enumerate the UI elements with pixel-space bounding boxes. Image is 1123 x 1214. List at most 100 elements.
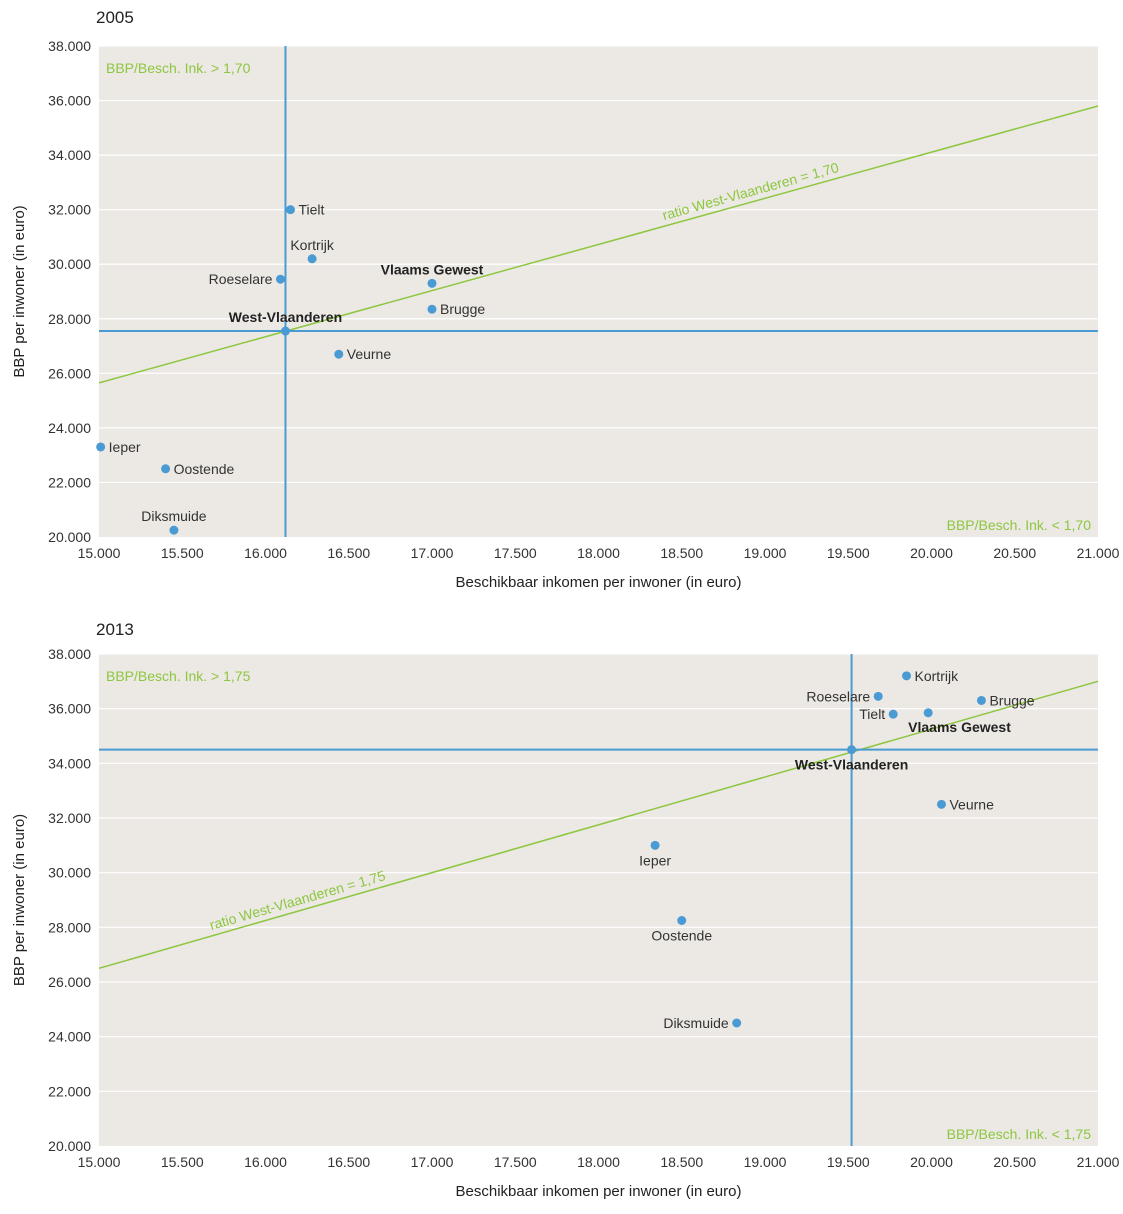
x-tick-label: 15.000: [78, 1154, 121, 1170]
region-label-upper: BBP/Besch. Ink. > 1,70: [106, 60, 251, 76]
point-label: Kortrijk: [915, 668, 960, 684]
y-tick-label: 30.000: [48, 256, 91, 272]
region-label-lower: BBP/Besch. Ink. < 1,75: [947, 1126, 1092, 1142]
x-tick-label: 17.000: [411, 1154, 454, 1170]
x-tick-label: 20.000: [910, 545, 953, 561]
data-point: [976, 695, 986, 705]
data-point: [650, 840, 660, 850]
point-label: Kortrijk: [290, 237, 335, 253]
y-tick-label: 36.000: [48, 701, 91, 717]
y-tick-label: 34.000: [48, 755, 91, 771]
plot-background: [99, 46, 1098, 537]
x-tick-label: 15.500: [161, 1154, 204, 1170]
x-axis-label: Beschikbaar inkomen per inwoner (in euro…: [456, 1183, 742, 1200]
y-axis-label: BBP per inwoner (in euro): [11, 205, 28, 377]
data-point: [275, 274, 285, 284]
data-point: [847, 745, 857, 755]
data-point: [888, 709, 898, 719]
x-tick-label: 17.500: [494, 545, 537, 561]
data-point: [427, 304, 437, 314]
x-tick-label: 20.500: [993, 545, 1036, 561]
y-tick-label: 28.000: [48, 919, 91, 935]
point-label: Brugge: [440, 301, 485, 317]
x-tick-label: 18.500: [660, 1154, 703, 1170]
x-tick-label: 16.500: [327, 545, 370, 561]
x-tick-label: 19.500: [827, 545, 870, 561]
y-tick-label: 20.000: [48, 1138, 91, 1154]
x-tick-label: 19.000: [744, 1154, 787, 1170]
point-label: Vlaams Gewest: [381, 261, 484, 277]
y-tick-label: 20.000: [48, 529, 91, 545]
scatter-plot-2013: 20.000 22.000 24.000 26.000 28.000 30.000 32.0…: [11, 646, 1120, 1200]
y-tick-label: 26.000: [48, 365, 91, 381]
chart-title: 2013: [96, 620, 134, 639]
chart-2005: 2005 20.000 22.000 24.000 26.000 28.000 30.00…: [11, 8, 1120, 591]
point-label: Ieper: [639, 852, 671, 868]
y-tick-label: 30.000: [48, 865, 91, 881]
plot-background: [99, 654, 1098, 1146]
data-point: [677, 916, 687, 925]
y-tick-label: 34.000: [48, 147, 91, 163]
region-label-lower: BBP/Besch. Ink. < 1,70: [947, 517, 1092, 533]
x-tick-label: 16.000: [244, 545, 287, 561]
point-label: Roeselare: [806, 688, 870, 704]
data-point: [161, 464, 171, 474]
y-tick-label: 38.000: [48, 646, 91, 662]
x-tick-label: 19.500: [827, 1154, 870, 1170]
point-label: West-Vlaanderen: [795, 757, 908, 773]
y-tick-label: 32.000: [48, 810, 91, 826]
point-label: Veurne: [347, 346, 392, 362]
x-tick-label: 18.500: [660, 545, 703, 561]
y-tick-label: 36.000: [48, 93, 91, 109]
scatter-plot-2005: 20.000 22.000 24.000 26.000 28.000 30.000 32.0…: [11, 38, 1120, 591]
x-tick-label: 20.000: [910, 1154, 953, 1170]
x-tick-label: 19.000: [744, 545, 787, 561]
y-tick-label: 28.000: [48, 311, 91, 327]
y-axis-label: BBP per inwoner (in euro): [11, 814, 28, 986]
region-label-upper: BBP/Besch. Ink. > 1,75: [106, 668, 251, 684]
x-tick-label: 15.500: [161, 545, 204, 561]
x-tick-label: 17.000: [411, 545, 454, 561]
point-label: Tielt: [859, 706, 885, 722]
x-tick-label: 16.500: [327, 1154, 370, 1170]
y-tick-label: 22.000: [48, 1083, 91, 1099]
data-point: [873, 691, 883, 701]
point-label: Diksmuide: [141, 508, 207, 524]
point-label: Vlaams Gewest: [908, 719, 1011, 735]
data-point: [923, 708, 933, 718]
ratio-line: [98, 680, 1099, 970]
y-tick-label: 26.000: [48, 974, 91, 990]
x-tick-label: 18.000: [577, 1154, 620, 1170]
point-label: Diksmuide: [663, 1015, 729, 1031]
x-tick-label: 16.000: [244, 1154, 287, 1170]
point-label: Oostende: [651, 928, 712, 944]
data-point: [280, 326, 290, 336]
data-point: [902, 671, 912, 681]
x-tick-label: 21.000: [1077, 545, 1120, 561]
data-point: [285, 205, 295, 215]
point-label: West-Vlaanderen: [229, 309, 342, 325]
x-tick-label: 20.500: [993, 1154, 1036, 1170]
x-tick-label: 17.500: [494, 1154, 537, 1170]
ratio-line: [98, 105, 1099, 384]
data-point: [169, 525, 179, 535]
x-axis-label: Beschikbaar inkomen per inwoner (in euro…: [456, 574, 742, 591]
data-point: [427, 278, 437, 288]
x-tick-label: 21.000: [1077, 1154, 1120, 1170]
point-label: Oostende: [174, 461, 235, 477]
x-tick-label: 18.000: [577, 545, 620, 561]
x-tick-label: 15.000: [78, 545, 121, 561]
point-label: Ieper: [109, 439, 141, 455]
y-tick-label: 24.000: [48, 1029, 91, 1045]
y-tick-label: 38.000: [48, 38, 91, 54]
data-point: [732, 1018, 742, 1028]
data-point: [307, 254, 317, 264]
point-label: Veurne: [949, 796, 994, 812]
chart-2013: 2013 20.000 22.000 24.000 26.000 28.000 30.00…: [0, 610, 1123, 1214]
point-label: Roeselare: [209, 271, 273, 287]
y-tick-label: 32.000: [48, 202, 91, 218]
chart-title: 2005: [96, 8, 134, 27]
point-label: Tielt: [298, 202, 324, 218]
data-point: [96, 442, 106, 452]
point-label: Brugge: [989, 692, 1034, 708]
